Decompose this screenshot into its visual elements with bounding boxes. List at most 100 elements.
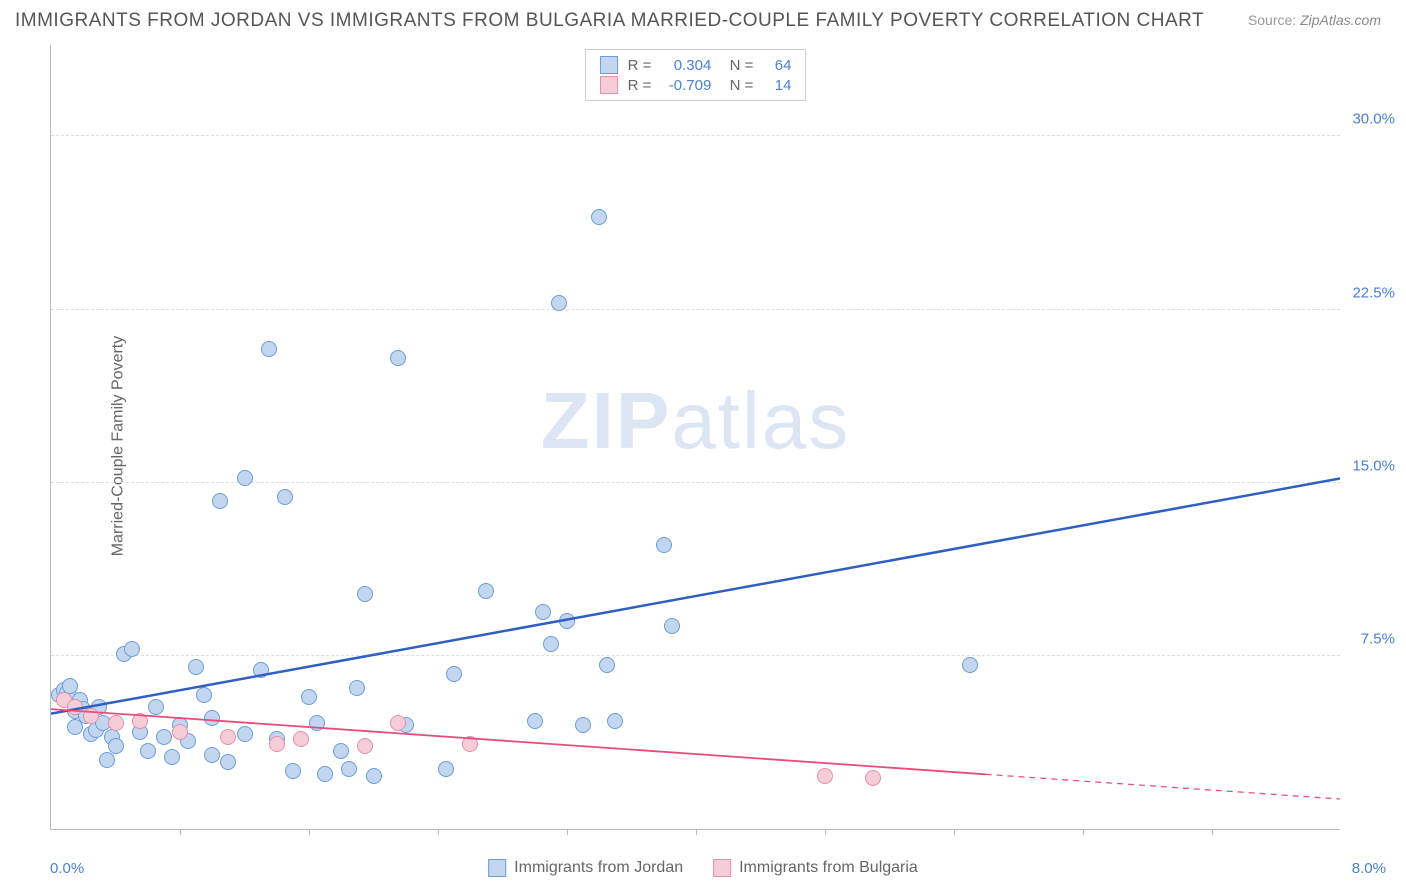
gridline-h: [51, 655, 1340, 656]
data-point: [269, 736, 285, 752]
data-point: [148, 699, 164, 715]
data-point: [446, 666, 462, 682]
data-point: [156, 729, 172, 745]
x-tick-mark: [696, 829, 697, 835]
data-point: [390, 715, 406, 731]
source-value: ZipAtlas.com: [1300, 12, 1381, 28]
x-tick-mark: [1212, 829, 1213, 835]
watermark-bold: ZIP: [541, 376, 671, 465]
data-point: [349, 680, 365, 696]
legend-n-value: 64: [763, 57, 791, 74]
gridline-h: [51, 135, 1340, 136]
x-tick-mark: [438, 829, 439, 835]
data-point: [261, 341, 277, 357]
data-point: [108, 738, 124, 754]
y-tick-label: 22.5%: [1345, 284, 1395, 301]
legend-swatch: [600, 76, 618, 94]
corr-legend-row: R = -0.709 N = 14: [600, 76, 792, 94]
data-point: [212, 493, 228, 509]
legend-n-label: N =: [721, 77, 753, 94]
x-tick-mark: [954, 829, 955, 835]
legend-r-label: R =: [628, 57, 652, 74]
data-point: [317, 766, 333, 782]
legend-r-value: -0.709: [661, 77, 711, 94]
data-point: [196, 687, 212, 703]
data-point: [527, 713, 543, 729]
data-point: [220, 729, 236, 745]
y-tick-label: 7.5%: [1345, 630, 1395, 647]
data-point: [817, 768, 833, 784]
data-point: [83, 708, 99, 724]
data-point: [293, 731, 309, 747]
series-legend-item: Immigrants from Jordan: [488, 859, 683, 877]
data-point: [438, 761, 454, 777]
data-point: [341, 761, 357, 777]
data-point: [333, 743, 349, 759]
y-tick-label: 30.0%: [1345, 111, 1395, 128]
data-point: [237, 470, 253, 486]
legend-swatch: [600, 56, 618, 74]
x-tick-mark: [1083, 829, 1084, 835]
data-point: [285, 763, 301, 779]
series-legend-item: Immigrants from Bulgaria: [713, 859, 918, 877]
data-point: [357, 586, 373, 602]
data-point: [301, 689, 317, 705]
y-tick-label: 15.0%: [1345, 457, 1395, 474]
legend-swatch: [488, 859, 506, 877]
data-point: [132, 713, 148, 729]
watermark-rest: atlas: [671, 376, 850, 465]
data-point: [575, 717, 591, 733]
chart-title: IMMIGRANTS FROM JORDAN VS IMMIGRANTS FRO…: [15, 10, 1204, 32]
data-point: [599, 657, 615, 673]
data-point: [962, 657, 978, 673]
x-axis-min-label: 0.0%: [50, 860, 84, 877]
data-point: [390, 350, 406, 366]
legend-r-label: R =: [628, 77, 652, 94]
legend-n-label: N =: [721, 57, 753, 74]
data-point: [535, 604, 551, 620]
series-legend: Immigrants from Jordan Immigrants from Bu…: [488, 859, 918, 877]
data-point: [478, 583, 494, 599]
data-point: [543, 636, 559, 652]
data-point: [309, 715, 325, 731]
x-tick-mark: [180, 829, 181, 835]
data-point: [67, 699, 83, 715]
data-point: [188, 659, 204, 675]
data-point: [591, 209, 607, 225]
corr-legend-row: R = 0.304 N = 64: [600, 56, 792, 74]
data-point: [607, 713, 623, 729]
data-point: [462, 736, 478, 752]
data-point: [366, 768, 382, 784]
legend-r-value: 0.304: [661, 57, 711, 74]
legend-swatch: [713, 859, 731, 877]
watermark: ZIPatlas: [541, 375, 850, 467]
data-point: [551, 295, 567, 311]
legend-n-value: 14: [763, 77, 791, 94]
trend-lines: [51, 45, 1340, 829]
scatter-plot-area: ZIPatlas R =0.304 N =64R =-0.709 N =14 7…: [50, 45, 1340, 830]
correlation-legend: R = 0.304 N = 64 R = -0.709 N = 14: [585, 49, 807, 101]
data-point: [656, 537, 672, 553]
source-label: Source:: [1248, 12, 1296, 28]
legend-label: Immigrants from Bulgaria: [739, 859, 918, 877]
x-axis-max-label: 8.0%: [1352, 860, 1386, 877]
x-tick-mark: [825, 829, 826, 835]
data-point: [140, 743, 156, 759]
data-point: [204, 747, 220, 763]
x-tick-mark: [567, 829, 568, 835]
source-attribution: Source: ZipAtlas.com: [1248, 12, 1381, 28]
data-point: [124, 641, 140, 657]
data-point: [357, 738, 373, 754]
data-point: [204, 710, 220, 726]
x-tick-mark: [309, 829, 310, 835]
gridline-h: [51, 309, 1340, 310]
data-point: [164, 749, 180, 765]
data-point: [559, 613, 575, 629]
data-point: [277, 489, 293, 505]
data-point: [253, 662, 269, 678]
data-point: [865, 770, 881, 786]
data-point: [220, 754, 236, 770]
data-point: [664, 618, 680, 634]
legend-label: Immigrants from Jordan: [514, 859, 683, 877]
data-point: [108, 715, 124, 731]
